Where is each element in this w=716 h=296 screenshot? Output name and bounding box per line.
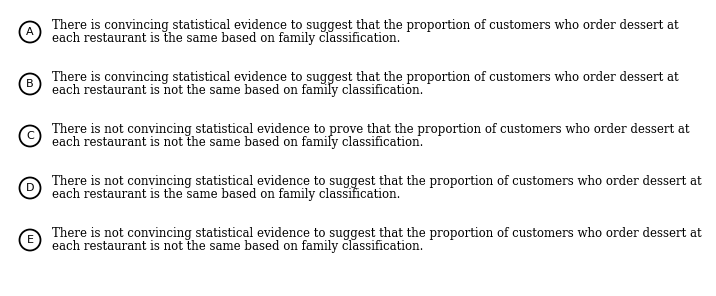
Text: There is convincing statistical evidence to suggest that the proportion of custo: There is convincing statistical evidence…	[52, 19, 679, 32]
Text: There is not convincing statistical evidence to prove that the proportion of cus: There is not convincing statistical evid…	[52, 123, 690, 136]
Text: A: A	[26, 27, 34, 37]
Text: each restaurant is the same based on family classification.: each restaurant is the same based on fam…	[52, 188, 400, 201]
Text: There is not convincing statistical evidence to suggest that the proportion of c: There is not convincing statistical evid…	[52, 175, 702, 188]
Text: E: E	[26, 235, 34, 245]
Text: D: D	[26, 183, 34, 193]
Text: each restaurant is not the same based on family classification.: each restaurant is not the same based on…	[52, 136, 423, 149]
Text: B: B	[26, 79, 34, 89]
Text: There is not convincing statistical evidence to suggest that the proportion of c: There is not convincing statistical evid…	[52, 227, 702, 240]
Text: C: C	[26, 131, 34, 141]
Text: each restaurant is not the same based on family classification.: each restaurant is not the same based on…	[52, 84, 423, 97]
Text: each restaurant is not the same based on family classification.: each restaurant is not the same based on…	[52, 240, 423, 253]
Text: There is convincing statistical evidence to suggest that the proportion of custo: There is convincing statistical evidence…	[52, 71, 679, 84]
Text: each restaurant is the same based on family classification.: each restaurant is the same based on fam…	[52, 32, 400, 45]
